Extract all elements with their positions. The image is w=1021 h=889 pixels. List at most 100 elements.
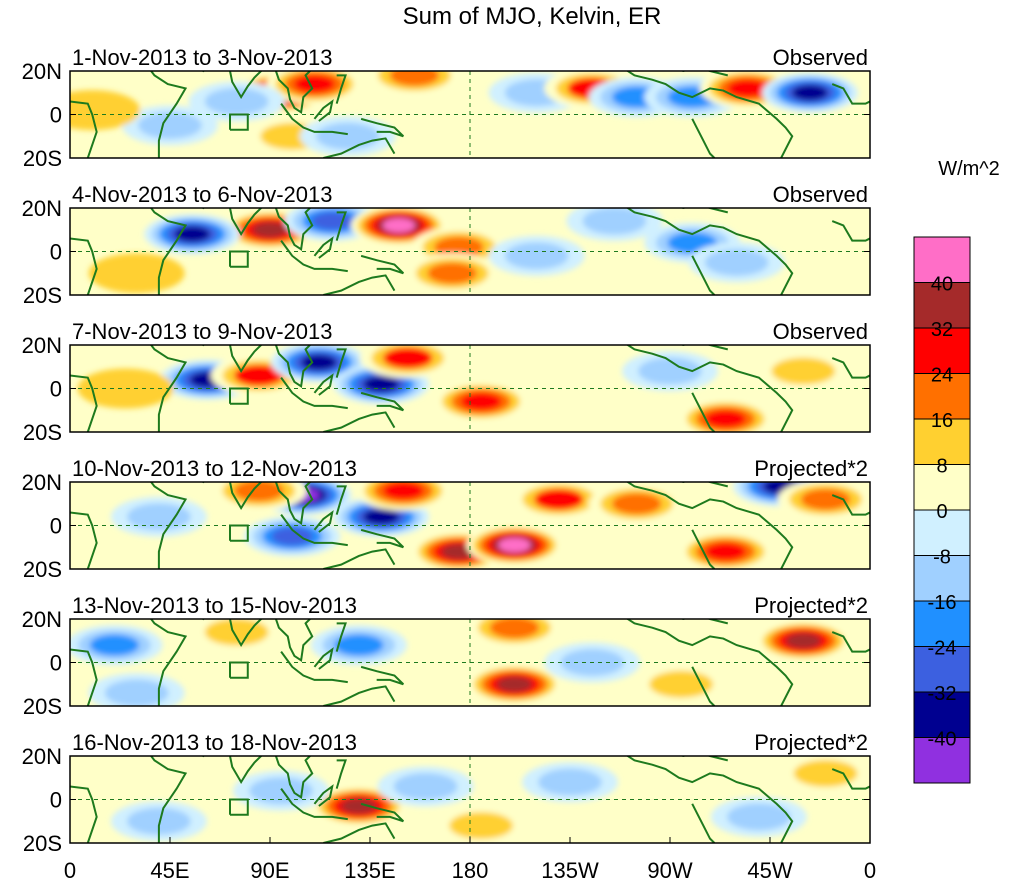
y-tick-label: 0 [50,377,62,402]
coastline [323,411,396,432]
colorbar-level-label: -24 [928,638,957,660]
coastline [274,208,314,252]
coastline [149,71,188,158]
anomaly [377,766,474,807]
y-tick-label: 0 [50,788,62,813]
colorbar-level-label: 32 [931,319,953,341]
colorbar: W/m^2 40 32 24 16 8 0 -8 -16 -24 -32 -40 [913,158,1000,784]
coastline [831,768,870,790]
coastline [70,648,98,706]
y-tick-label: 20S [23,146,62,171]
colorbar-level-label: 40 [931,274,953,296]
anomaly [144,214,241,255]
colorbar-swatch [913,373,971,420]
y-tick-label: 20N [22,196,62,221]
coastline [149,345,188,432]
y-tick-label: 20N [22,744,62,769]
panel-status-label: Observed [773,319,868,344]
coastline [335,348,347,378]
y-tick-label: 0 [50,103,62,128]
coastline [691,803,716,843]
anomaly [588,483,685,524]
coastline [335,485,347,515]
anomaly [188,619,285,653]
anomaly [433,381,530,422]
y-tick-label: 0 [50,651,62,676]
anomaly [77,368,174,409]
coastline [691,666,716,706]
anomaly [366,71,463,96]
coastline [201,71,263,100]
y-tick-label: 20S [23,831,62,856]
coastline [280,651,348,684]
coastline [360,528,405,549]
y-tick-label: 0 [50,240,62,265]
coastline [625,71,794,158]
colorbar-swatch [913,464,971,511]
colorbar-swatch [913,691,971,738]
coastline [280,514,348,547]
coastline [680,208,729,214]
x-tick-label: 180 [452,858,489,883]
panel-date-label: 4-Nov-2013 to 6-Nov-2013 [72,182,332,207]
colorbar-swatch [913,555,971,602]
coastline [323,685,396,706]
x-tick-label: 135W [541,858,599,883]
colorbar-units: W/m^2 [938,158,1000,180]
colorbar-level-label: 24 [931,365,953,387]
coastline [274,345,314,389]
panels: 20N 0 20S 1-Nov-2013 to 3-Nov-2013 Observed 2… [22,45,871,856]
panel-status-label: Observed [773,45,868,70]
panel-status-label: Projected*2 [754,730,868,755]
anomaly [433,805,530,843]
coastline [625,756,794,843]
coastline [201,482,263,511]
x-tick-label: 45W [747,858,792,883]
y-tick-label: 20N [22,607,62,632]
coastline [360,117,405,138]
colorbar-swatch [913,737,971,784]
panel-date-label: 7-Nov-2013 to 9-Nov-2013 [72,319,332,344]
anomaly [688,242,785,283]
anomaly [710,796,807,837]
coastline [335,622,347,652]
coastline [831,631,870,653]
colorbar-level-label: 8 [936,456,947,478]
coastline [625,208,794,295]
coastline [274,71,314,115]
colorbar-level-label: -8 [933,547,951,569]
coastline [680,756,729,762]
coastline [313,99,334,122]
y-tick-label: 20S [23,283,62,308]
coastline [280,240,348,273]
coastline [70,785,98,843]
coastline [280,788,348,821]
panel-3: 20N 0 20S 7-Nov-2013 to 9-Nov-2013 Observed [22,319,871,445]
anomaly [88,672,185,706]
panel-status-label: Observed [773,182,868,207]
x-axis: 0 45E 90E 135E 180 135W 90W 45W 0 [64,837,876,883]
coastline [323,822,396,843]
coastline [831,220,870,242]
anomaly [633,664,730,705]
coastline [313,236,334,259]
anomaly [466,664,563,705]
coastline [691,392,716,432]
anomaly [88,253,185,294]
panel-date-label: 13-Nov-2013 to 15-Nov-2013 [72,593,357,618]
x-tick-label: 0 [64,858,76,883]
coastline [149,619,188,706]
anomaly [622,351,718,392]
colorbar-level-label: -32 [928,683,957,705]
panel-date-label: 10-Nov-2013 to 12-Nov-2013 [72,456,357,481]
panel-6: 20N 0 20S 16-Nov-2013 to 18-Nov-2013 Project… [22,730,871,856]
coastline [831,357,870,379]
coastline [691,255,716,295]
coastline [360,802,405,823]
x-tick-label: 135E [344,858,395,883]
coastline [360,665,405,686]
coastline [201,345,263,374]
panel-date-label: 1-Nov-2013 to 3-Nov-2013 [72,45,332,70]
coastline [70,374,98,432]
